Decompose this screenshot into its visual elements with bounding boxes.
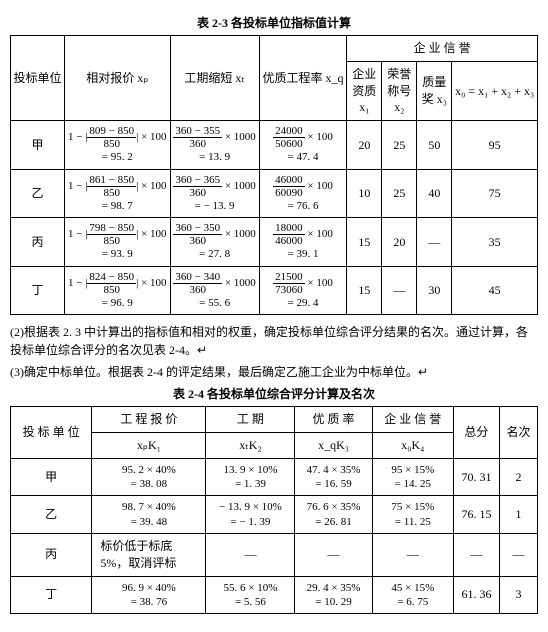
- cell-relprice: 1 − |798 − 850850| × 100= 93. 9: [65, 218, 171, 266]
- th-sum: x₀ = x₁ + x₂ + x₃: [452, 61, 538, 120]
- th24-r2price: xₚK₁: [92, 432, 206, 458]
- cell-total: 76. 15: [453, 496, 499, 534]
- th-qual: 企业 资质 x₁: [347, 61, 382, 120]
- cell-dash: —: [372, 533, 453, 576]
- cell-price: 98. 7 × 40%= 39. 48: [92, 496, 206, 534]
- cell-qual: 2150073060 × 100= 29. 4: [259, 266, 347, 314]
- cell-c2: 25: [382, 121, 417, 169]
- cell-csum: 75: [452, 169, 538, 217]
- cell-dash: —: [453, 533, 499, 576]
- table24-caption: 表 2-4 各投标单位综合评分计算及名次: [10, 385, 538, 402]
- cell-c2: 20: [382, 218, 417, 266]
- cell-dur: 55. 6 × 10%= 5. 56: [206, 576, 295, 614]
- th-honor: 荣誉 称号 x₂: [382, 61, 417, 120]
- cell-c3: —: [417, 218, 452, 266]
- cell-c2: 25: [382, 169, 417, 217]
- cell-dash: —: [206, 533, 295, 576]
- cell-csum: 95: [452, 121, 538, 169]
- cell-c1: 10: [347, 169, 382, 217]
- cell-c3: 30: [417, 266, 452, 314]
- cell-dash: —: [499, 533, 537, 576]
- th24-r2dur: xₜK₂: [206, 432, 295, 458]
- th-quality: 优质工程率 x_q: [259, 36, 347, 121]
- th-credit: 企 业 信 誉: [347, 36, 538, 62]
- cell-relprice: 1 − |861 − 850850| × 100= 98. 7: [65, 169, 171, 217]
- cell-name: 丁: [11, 266, 65, 314]
- table-row: 乙1 − |861 − 850850| × 100= 98. 7360 − 36…: [11, 169, 538, 217]
- cell-c3: 50: [417, 121, 452, 169]
- cell-dur: 360 − 355360 × 1000= 13. 9: [170, 121, 259, 169]
- table-row: 丁96. 9 × 40%= 38. 7655. 6 × 10%= 5. 5629…: [11, 576, 538, 614]
- th24-bidder: 投 标 单 位: [11, 407, 92, 459]
- cell-rank: 1: [499, 496, 537, 534]
- cell-name: 丙: [11, 218, 65, 266]
- table-row: 乙98. 7 × 40%= 39. 48− 13. 9 × 10%= − 1. …: [11, 496, 538, 534]
- table24: 投 标 单 位 工 程 报 价 工 期 优 质 率 企 业 信 誉 总分 名次 …: [10, 406, 538, 614]
- table-row: 丁1 − |824 − 850850| × 100= 96. 9360 − 34…: [11, 266, 538, 314]
- th24-price: 工 程 报 价: [92, 407, 206, 433]
- cell-qual: 76. 6 × 35%= 26. 81: [295, 496, 372, 534]
- cell-c1: 15: [347, 266, 382, 314]
- cell-qual: 1800046000 × 100= 39. 1: [259, 218, 347, 266]
- table-row: 甲1 − |809 − 850850| × 100= 95. 2360 − 35…: [11, 121, 538, 169]
- cell-note: 标价低于标底5%，取消评标: [92, 533, 206, 576]
- cell-rank: 2: [499, 458, 537, 496]
- cell-qual: 29. 4 × 35%= 10. 29: [295, 576, 372, 614]
- cell-qual: 47. 4 × 35%= 16. 59: [295, 458, 372, 496]
- th-relprice: 相对报价 xₚ: [65, 36, 171, 121]
- table-row: 甲95. 2 × 40%= 38. 0813. 9 × 10%= 1. 3947…: [11, 458, 538, 496]
- cell-dur: 360 − 365360 × 1000= − 13. 9: [170, 169, 259, 217]
- cell-dur: − 13. 9 × 10%= − 1. 39: [206, 496, 295, 534]
- cell-dur: 360 − 340360 × 1000= 55. 6: [170, 266, 259, 314]
- cell-rank: 3: [499, 576, 537, 614]
- cell-dur: 360 − 350360 × 1000= 27. 8: [170, 218, 259, 266]
- cell-price: 95. 2 × 40%= 38. 08: [92, 458, 206, 496]
- table-row: 丙1 − |798 − 850850| × 100= 93. 9360 − 35…: [11, 218, 538, 266]
- th24-qual: 优 质 率: [295, 407, 372, 433]
- table-row: 丙标价低于标底5%，取消评标—————: [11, 533, 538, 576]
- cell-c2: —: [382, 266, 417, 314]
- cell-credit: 95 × 15%= 14. 25: [372, 458, 453, 496]
- cell-credit: 75 × 15%= 11. 25: [372, 496, 453, 534]
- cell-dash: —: [295, 533, 372, 576]
- cell-c3: 40: [417, 169, 452, 217]
- cell-name: 甲: [11, 458, 92, 496]
- cell-name: 乙: [11, 169, 65, 217]
- th-bidder: 投标单位: [11, 36, 65, 121]
- cell-price: 96. 9 × 40%= 38. 76: [92, 576, 206, 614]
- cell-relprice: 1 − |809 − 850850| × 100= 95. 2: [65, 121, 171, 169]
- cell-credit: 45 × 15%= 6. 75: [372, 576, 453, 614]
- cell-c1: 20: [347, 121, 382, 169]
- th24-dur: 工 期: [206, 407, 295, 433]
- cell-name: 丙: [11, 533, 92, 576]
- th24-r2qual: x_qK₃: [295, 432, 372, 458]
- cell-csum: 45: [452, 266, 538, 314]
- th-award: 质量 奖 x₃: [417, 61, 452, 120]
- table23-caption: 表 2-3 各投标单位指标值计算: [10, 14, 538, 31]
- th-duration: 工期缩短 xₜ: [170, 36, 259, 121]
- th24-rank: 名次: [499, 407, 537, 459]
- cell-name: 乙: [11, 496, 92, 534]
- cell-name: 丁: [11, 576, 92, 614]
- para-3: (3)确定中标单位。根据表 2-4 的评定结果，最后确定乙施工企业为中标单位。↵: [10, 363, 538, 381]
- th24-total: 总分: [453, 407, 499, 459]
- cell-total: 61. 36: [453, 576, 499, 614]
- cell-c1: 15: [347, 218, 382, 266]
- cell-csum: 35: [452, 218, 538, 266]
- cell-qual: 2400050600 × 100= 47. 4: [259, 121, 347, 169]
- table23: 投标单位 相对报价 xₚ 工期缩短 xₜ 优质工程率 x_q 企 业 信 誉 企…: [10, 35, 538, 315]
- th24-r2credit: x₀K₄: [372, 432, 453, 458]
- cell-qual: 4600060090 × 100= 76. 6: [259, 169, 347, 217]
- para-2: (2)根据表 2. 3 中计算出的指标值和相对的权重，确定投标单位综合评分结果的…: [10, 323, 538, 359]
- cell-dur: 13. 9 × 10%= 1. 39: [206, 458, 295, 496]
- cell-relprice: 1 − |824 − 850850| × 100= 96. 9: [65, 266, 171, 314]
- cell-name: 甲: [11, 121, 65, 169]
- cell-total: 70. 31: [453, 458, 499, 496]
- th24-credit: 企 业 信 誉: [372, 407, 453, 433]
